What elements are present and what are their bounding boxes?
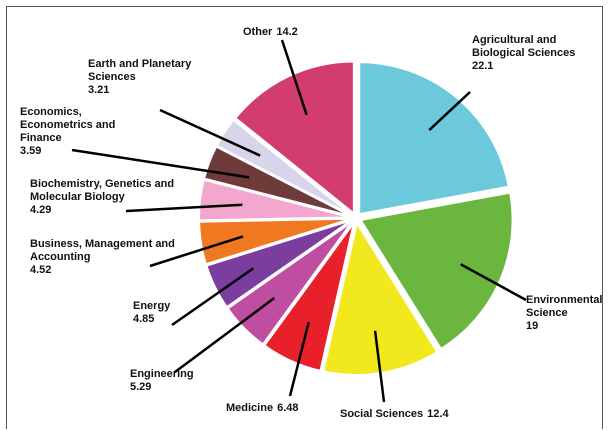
slice-label: Agricultural and Biological Sciences 22.1 — [472, 34, 592, 73]
pie-slice — [358, 191, 514, 351]
value-label: 4.29 — [30, 204, 52, 216]
leader-line — [171, 267, 254, 327]
pie-slice — [205, 219, 353, 309]
category-name: Biochemistry, Genetics and Molecular Bio… — [30, 178, 175, 203]
value-label: 5.29 — [130, 381, 152, 393]
value-label: 3.21 — [88, 84, 110, 96]
pie-slice — [215, 118, 353, 217]
leader-line — [280, 39, 308, 116]
slice-label: Medicine 6.48 — [226, 402, 336, 415]
slice-label: Earth and Planetary Sciences 3.21 — [88, 58, 218, 97]
value-label: 19 — [526, 320, 539, 332]
pie-slice — [263, 221, 355, 373]
pie-slice — [358, 61, 510, 216]
category-name: Environmental Science — [526, 294, 603, 319]
value-label: 14.2 — [276, 26, 298, 38]
category-name: Business, Management and Accounting — [30, 238, 175, 263]
value-label: 6.48 — [277, 402, 299, 414]
slice-label: Other 14.2 — [243, 26, 363, 39]
value-label: 4.85 — [133, 313, 155, 325]
category-name: Other — [243, 26, 273, 38]
leader-line — [288, 321, 310, 397]
category-name: Engineering — [130, 368, 194, 380]
leader-line — [174, 297, 275, 374]
category-name: Agricultural and Biological Sciences — [472, 34, 576, 59]
pie-slice — [322, 220, 439, 376]
value-label: 22.1 — [472, 60, 494, 72]
slice-label: Energy 4.85 — [133, 300, 193, 326]
value-label: 3.59 — [20, 145, 42, 157]
category-name: Economics, Econometrics and Finance — [20, 106, 116, 144]
leader-line — [125, 203, 243, 213]
value-label: 12.4 — [427, 408, 449, 420]
category-name: Earth and Planetary Sciences — [88, 58, 192, 83]
leader-line — [373, 330, 386, 403]
category-name: Energy — [133, 300, 171, 312]
leader-line — [159, 108, 261, 157]
slice-label: Environmental Science 19 — [526, 294, 611, 333]
pie-slice — [202, 145, 352, 218]
category-name: Social Sciences — [340, 408, 424, 420]
pie-slice — [234, 60, 355, 216]
slice-label: Biochemistry, Genetics and Molecular Bio… — [30, 178, 190, 217]
slice-label: Social Sciences 12.4 — [340, 408, 480, 421]
value-label: 4.52 — [30, 264, 52, 276]
frame — [6, 6, 603, 429]
leader-line — [428, 91, 471, 132]
pie-slice — [226, 220, 354, 346]
leader-line — [460, 263, 527, 302]
pie-slice — [198, 217, 352, 266]
slice-label: Business, Management and Accounting 4.52 — [30, 238, 200, 277]
leader-line — [71, 148, 250, 179]
slice-label: Engineering 5.29 — [130, 368, 210, 394]
slice-label: Economics, Econometrics and Finance 3.59 — [20, 106, 130, 158]
category-name: Medicine — [226, 402, 274, 414]
leader-line — [149, 235, 244, 268]
pie-slice — [198, 178, 352, 222]
